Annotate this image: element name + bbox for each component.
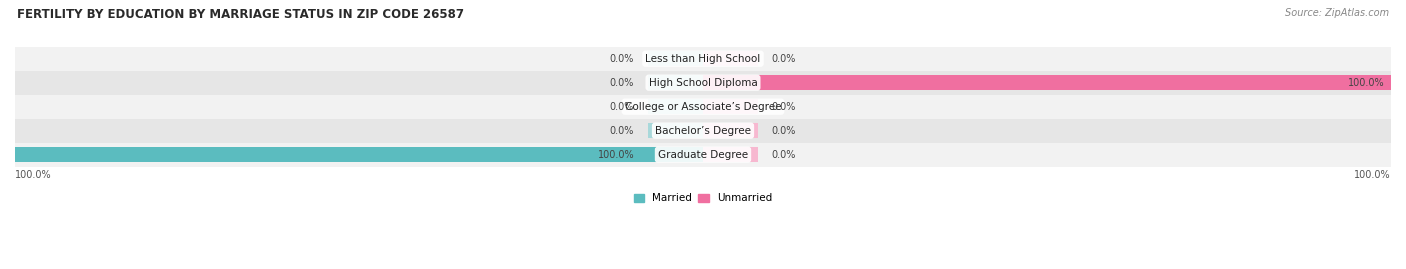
Text: FERTILITY BY EDUCATION BY MARRIAGE STATUS IN ZIP CODE 26587: FERTILITY BY EDUCATION BY MARRIAGE STATU… (17, 8, 464, 21)
Text: 100.0%: 100.0% (598, 150, 634, 160)
Text: Bachelor’s Degree: Bachelor’s Degree (655, 126, 751, 136)
Text: 0.0%: 0.0% (610, 54, 634, 64)
Text: 0.0%: 0.0% (610, 102, 634, 112)
Bar (15, 143, 1391, 167)
Text: 100.0%: 100.0% (15, 170, 52, 180)
Bar (15, 95, 1391, 119)
Text: 0.0%: 0.0% (610, 78, 634, 88)
Bar (648, 99, 703, 114)
Text: 0.0%: 0.0% (772, 150, 796, 160)
Bar (15, 71, 1391, 95)
Text: College or Associate’s Degree: College or Associate’s Degree (624, 102, 782, 112)
Bar (703, 147, 758, 162)
Text: 0.0%: 0.0% (772, 102, 796, 112)
Bar (15, 47, 1391, 71)
Text: Less than High School: Less than High School (645, 54, 761, 64)
Bar (703, 123, 758, 138)
Text: 100.0%: 100.0% (1354, 170, 1391, 180)
Text: 0.0%: 0.0% (772, 54, 796, 64)
Text: 0.0%: 0.0% (772, 126, 796, 136)
Bar (703, 99, 758, 114)
Text: Source: ZipAtlas.com: Source: ZipAtlas.com (1285, 8, 1389, 18)
Bar (703, 75, 1391, 90)
Text: High School Diploma: High School Diploma (648, 78, 758, 88)
Bar (703, 51, 758, 66)
Text: Graduate Degree: Graduate Degree (658, 150, 748, 160)
Bar (648, 51, 703, 66)
Legend: Married, Unmarried: Married, Unmarried (630, 189, 776, 208)
Bar (15, 119, 1391, 143)
Text: 0.0%: 0.0% (610, 126, 634, 136)
Bar (648, 123, 703, 138)
Bar (648, 75, 703, 90)
Bar (15, 147, 703, 162)
Text: 100.0%: 100.0% (1347, 78, 1384, 88)
